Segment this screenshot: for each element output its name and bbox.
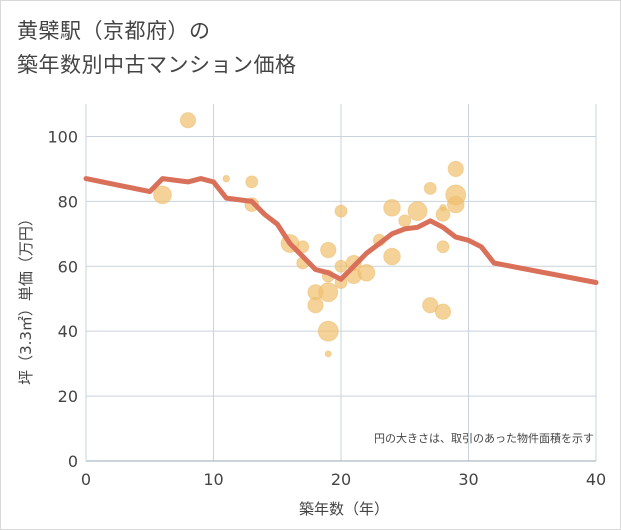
data-bubble (422, 297, 439, 314)
data-bubble (245, 175, 259, 189)
x-axis-title: 築年数（年） (299, 500, 389, 518)
y-tick-label: 60 (58, 257, 78, 276)
data-bubble (222, 174, 231, 183)
data-bubble (296, 240, 310, 254)
data-bubble (435, 206, 451, 222)
y-tick-label: 100 (47, 127, 78, 146)
data-bubble (320, 241, 337, 259)
trend-line (83, 176, 599, 285)
data-bubble (153, 185, 172, 205)
y-tick-label: 0 (68, 452, 78, 471)
y-tick-label: 80 (58, 192, 78, 211)
x-tick-label: 30 (458, 470, 478, 489)
trend-line-group (83, 176, 599, 285)
data-bubble (318, 282, 339, 303)
data-bubble (334, 259, 348, 273)
title-line-1: 黄檗駅（京都府）の (17, 19, 211, 43)
data-bubble (423, 181, 437, 195)
data-bubble (357, 263, 376, 282)
grid (85, 104, 597, 462)
data-bubble (434, 303, 452, 320)
data-bubble (407, 201, 428, 222)
tick-labels: 0 10 20 30 40 0 20 40 60 80 100 (47, 127, 606, 489)
data-bubble (324, 350, 332, 358)
x-tick-label: 0 (81, 470, 91, 489)
x-tick-label: 20 (331, 470, 351, 489)
title-line-2: 築年数別中古マンション価格 (17, 53, 297, 77)
x-tick-label: 40 (586, 470, 606, 489)
data-bubble (334, 204, 348, 218)
data-bubble (383, 199, 401, 217)
y-axis-title: 坪（3.3㎡）単価（万円） (17, 211, 35, 385)
data-bubble (398, 214, 412, 228)
y-tick-label: 40 (58, 322, 78, 341)
data-bubble (307, 297, 324, 314)
data-bubble (447, 160, 464, 178)
data-bubble (317, 320, 339, 342)
data-bubble (179, 112, 197, 129)
x-tick-label: 10 (203, 470, 223, 489)
data-bubble (436, 240, 450, 254)
data-bubble (383, 247, 401, 266)
chart-title: 黄檗駅（京都府）の 築年数別中古マンション価格 (17, 14, 297, 82)
y-tick-label: 20 (58, 387, 78, 406)
bubbles (153, 112, 467, 358)
bubble-size-note: 円の大きさは、取引のあった物件面積を示す (374, 431, 594, 445)
data-bubble (445, 184, 467, 206)
